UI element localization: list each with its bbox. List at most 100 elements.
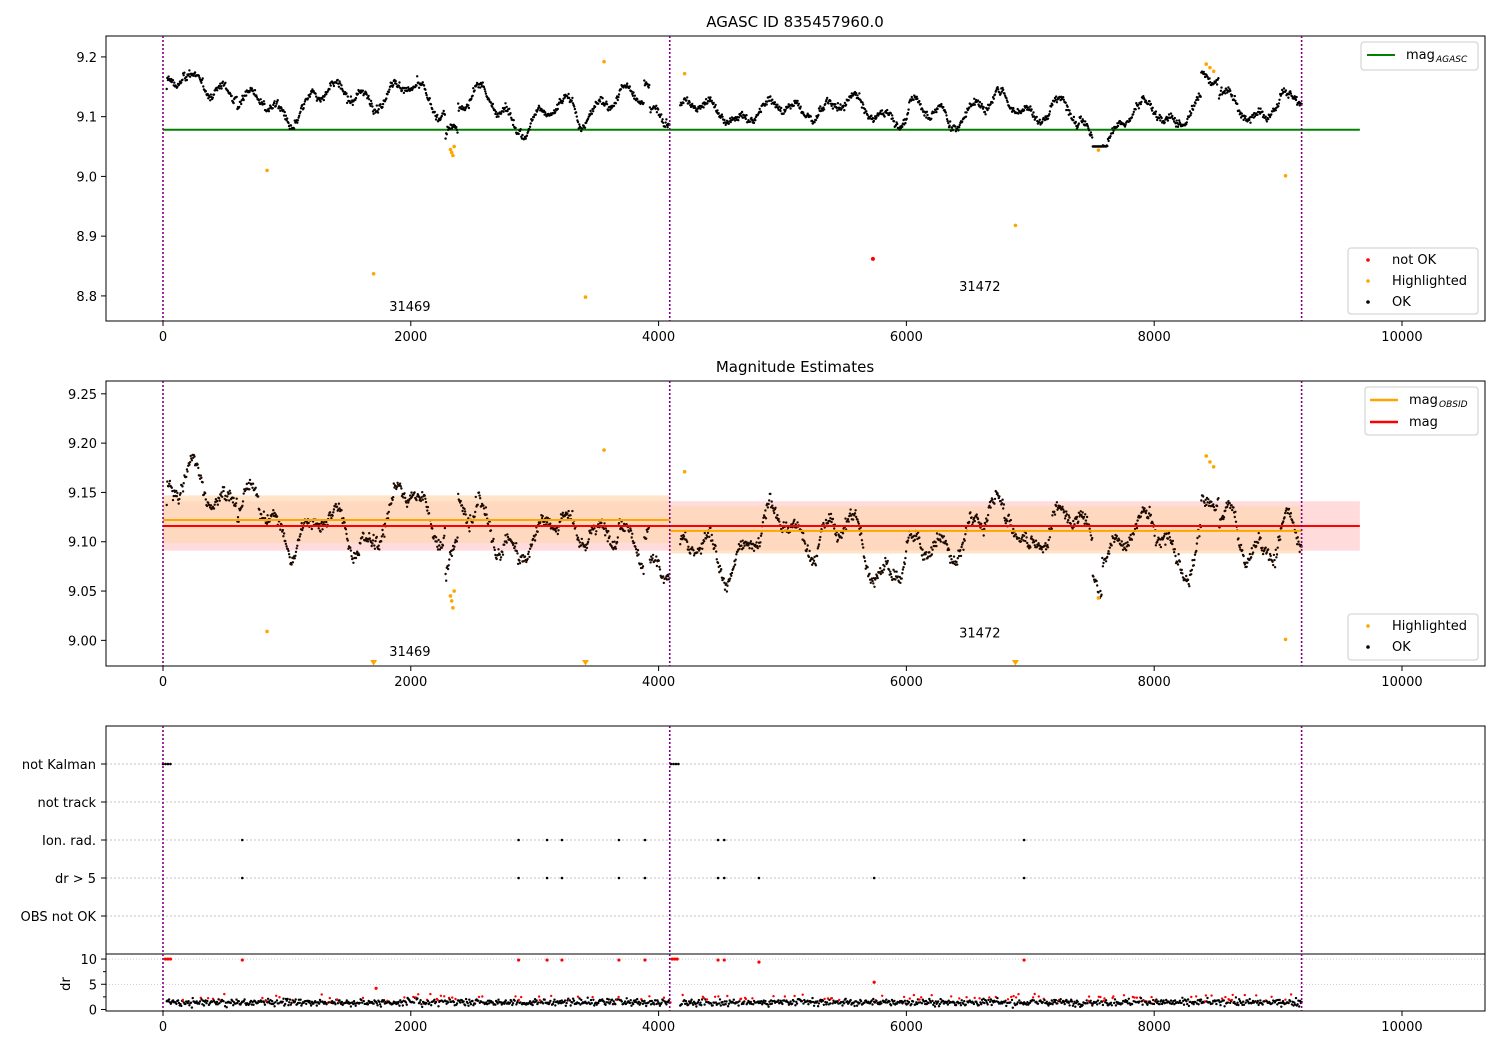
ok-point — [795, 101, 799, 104]
ok-point — [583, 126, 587, 129]
ok-point — [239, 100, 242, 104]
ok-point — [723, 588, 727, 591]
dr-point — [237, 1000, 241, 1003]
ok-point — [597, 102, 600, 106]
ok-point — [780, 106, 783, 110]
ok-point — [655, 104, 658, 108]
dr-point — [590, 1002, 593, 1005]
ok-point — [381, 528, 384, 532]
ok-point — [1280, 88, 1284, 92]
dr-point — [556, 1000, 559, 1003]
ok-point — [1109, 135, 1112, 138]
ok-point — [499, 558, 502, 561]
ok-point — [1243, 117, 1247, 120]
ok-point — [1112, 129, 1115, 132]
dr-point — [1067, 1001, 1071, 1005]
dr-point — [1158, 1002, 1161, 1006]
ok-point — [708, 100, 711, 103]
dr-point — [828, 998, 831, 1002]
ok-point — [505, 541, 508, 544]
ok-point — [1219, 93, 1222, 96]
ok-point — [928, 551, 931, 554]
ok-point — [1231, 508, 1234, 512]
dr-point — [180, 1004, 183, 1008]
ok-point — [345, 532, 348, 536]
dr-point — [412, 1001, 416, 1004]
ok-point — [232, 496, 235, 500]
ok-point — [1220, 86, 1223, 89]
ok-point — [435, 540, 438, 543]
dr-point — [262, 1001, 266, 1004]
ok-point — [322, 521, 325, 524]
ok-point — [366, 540, 370, 543]
dr-point — [853, 1004, 856, 1008]
dr-point — [938, 1002, 941, 1006]
dr-point — [1089, 999, 1092, 1002]
ok-point — [664, 121, 667, 124]
dr-large-point — [912, 993, 916, 997]
ok-point — [448, 127, 452, 130]
ok-point — [884, 556, 887, 560]
ok-point — [1053, 513, 1057, 516]
ok-point — [1286, 511, 1289, 515]
ok-point — [1132, 533, 1136, 536]
ok-point — [426, 505, 430, 509]
ok-point — [742, 546, 745, 550]
ok-point — [901, 568, 905, 571]
ok-point — [554, 530, 558, 533]
ok-point — [502, 110, 505, 113]
ok-point — [1177, 123, 1180, 126]
ok-point — [318, 522, 321, 526]
ok-point — [532, 115, 536, 119]
ok-point — [1029, 105, 1032, 108]
ok-point — [698, 549, 701, 552]
ok-point — [841, 532, 845, 535]
ok-point — [219, 82, 222, 85]
ok-point — [399, 87, 402, 90]
ok-point — [1238, 544, 1241, 547]
dr-point — [285, 999, 288, 1002]
ok-point — [443, 526, 447, 530]
dr-point — [660, 1001, 663, 1004]
ok-point — [241, 94, 244, 98]
dr-point — [401, 1004, 404, 1007]
ok-point — [836, 109, 839, 112]
ok-point — [1144, 511, 1148, 515]
dr-large-point — [261, 996, 264, 1000]
dr-point — [791, 1002, 794, 1005]
dr-point — [937, 1000, 940, 1003]
ok-point — [292, 127, 296, 130]
ok-point — [768, 99, 771, 103]
ok-point — [1214, 508, 1218, 511]
dr-point — [1074, 1005, 1077, 1008]
ok-point — [506, 535, 510, 539]
ok-point — [530, 543, 534, 546]
ok-point — [201, 481, 204, 484]
ok-point — [766, 100, 769, 103]
ok-point — [386, 512, 389, 515]
ok-point — [1291, 519, 1294, 522]
ok-point — [1207, 498, 1210, 501]
ok-point — [1226, 505, 1229, 509]
dr-point — [907, 1000, 911, 1004]
dr-point — [954, 1003, 958, 1007]
dr-point — [459, 1001, 462, 1004]
legend-marker — [1366, 300, 1370, 304]
dr-point — [198, 1000, 202, 1003]
ok-point — [1231, 94, 1234, 97]
ok-point — [868, 117, 872, 120]
ok-point — [1212, 503, 1215, 506]
ok-point — [193, 71, 197, 74]
ok-point — [950, 558, 953, 561]
ok-point — [1188, 585, 1191, 588]
dr-point — [336, 1002, 340, 1005]
dr-point — [299, 998, 302, 1001]
ok-point — [371, 542, 374, 545]
highlighted-point — [1283, 174, 1288, 178]
dr-point — [572, 999, 576, 1002]
ok-point — [925, 551, 928, 554]
dr-point — [624, 1002, 628, 1006]
ok-point — [421, 81, 424, 84]
dr-point — [1086, 1002, 1089, 1005]
ok-point — [603, 104, 606, 107]
